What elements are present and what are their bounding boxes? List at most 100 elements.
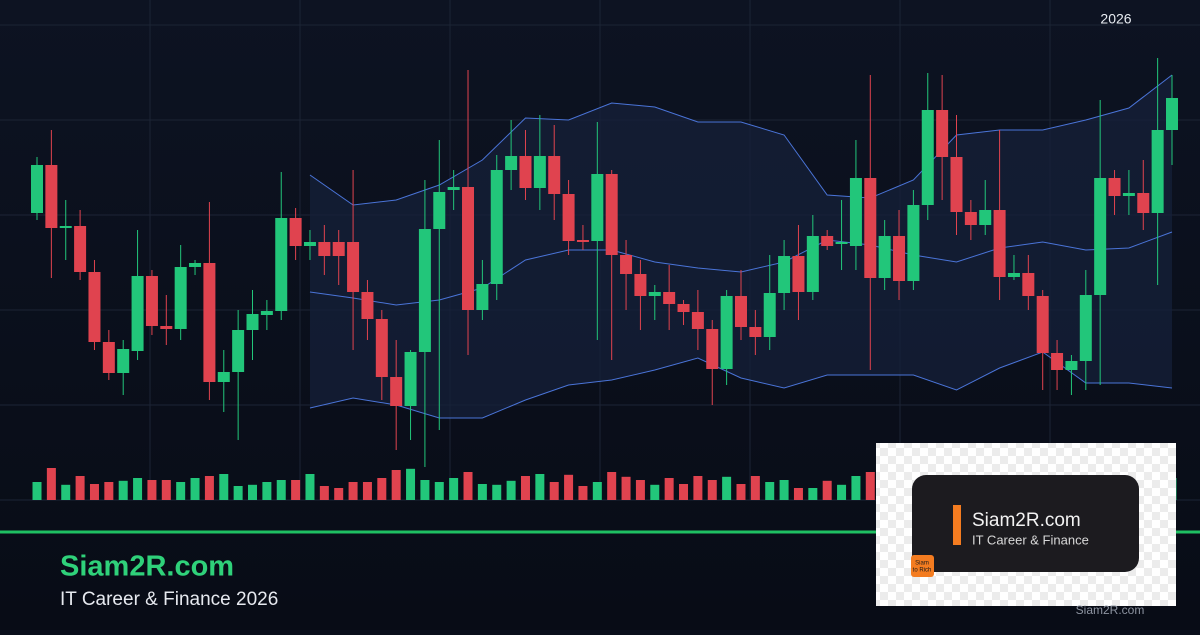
- volume-bar: [291, 480, 301, 500]
- volume-bar: [133, 478, 143, 500]
- volume-bar: [592, 482, 602, 500]
- candle-body: [260, 311, 273, 315]
- volume-bar: [822, 480, 832, 500]
- footer-site: Siam2R.com: [1076, 603, 1145, 617]
- candle-body: [117, 349, 130, 373]
- volume-bar: [319, 486, 329, 500]
- candle-body: [993, 210, 1006, 277]
- candle-body: [1036, 296, 1049, 353]
- candle-body: [835, 242, 848, 244]
- logo-card: Siam2R.com IT Career & Finance Siam to R…: [876, 443, 1176, 606]
- candle-body: [706, 329, 719, 369]
- volume-bar: [391, 470, 401, 500]
- logo-title: Siam2R.com: [972, 510, 1081, 531]
- band-lower: [309, 351, 1173, 419]
- candle-body: [720, 296, 733, 369]
- volume-bar: [233, 486, 243, 500]
- candle-body: [979, 210, 992, 225]
- candle-body: [433, 192, 446, 229]
- candle-body: [361, 292, 374, 319]
- candle-body: [763, 293, 776, 337]
- candle-body: [749, 327, 762, 337]
- candle-body: [404, 352, 417, 406]
- volume-bar: [161, 480, 171, 500]
- candle-body: [31, 165, 43, 213]
- volume-bar: [248, 484, 258, 500]
- candle-body: [1065, 361, 1078, 370]
- candle-body: [878, 236, 891, 278]
- volume-bar: [664, 478, 674, 500]
- candle-body: [1108, 178, 1121, 196]
- volume-bar: [75, 476, 85, 500]
- volume-bar: [61, 484, 71, 500]
- candle-body: [447, 187, 460, 190]
- candle-body: [950, 157, 963, 212]
- candle-body: [303, 242, 316, 246]
- candle-body: [792, 256, 805, 292]
- candle-body: [347, 242, 360, 292]
- volume-bar: [621, 476, 631, 500]
- candle-body: [390, 377, 403, 406]
- volume-bar: [564, 474, 574, 500]
- volume-bar: [147, 480, 157, 500]
- volume-bar: [765, 482, 775, 500]
- volume-bar: [520, 476, 530, 500]
- brand-title: Siam2R.com: [60, 551, 234, 583]
- volume-bar: [276, 480, 286, 500]
- candle-body: [1122, 193, 1135, 196]
- volume-bar: [578, 486, 588, 500]
- candle-body: [1051, 353, 1064, 370]
- logo-subtitle: IT Career & Finance: [972, 532, 1089, 547]
- volume-bar: [506, 480, 516, 500]
- volume-bar: [693, 476, 703, 500]
- volume-bar: [736, 484, 746, 500]
- volume-bar: [362, 482, 372, 500]
- volume-bar: [837, 484, 847, 500]
- volume-bar: [434, 482, 444, 500]
- candle-body: [160, 326, 173, 329]
- volume-bar: [449, 478, 459, 500]
- volume-bar: [377, 478, 387, 500]
- candle-body: [174, 267, 187, 329]
- candle-body: [505, 156, 518, 170]
- candle-body: [648, 292, 661, 296]
- candle-body: [1137, 193, 1150, 213]
- volume-bar: [851, 476, 861, 500]
- volume-bar: [650, 484, 660, 500]
- candle-body: [131, 276, 144, 351]
- candle-body: [275, 218, 288, 311]
- candle-body: [964, 212, 977, 225]
- volume-bar: [750, 476, 760, 500]
- candle-body: [45, 165, 58, 228]
- volume-bar: [779, 480, 789, 500]
- volume-bar: [607, 472, 617, 500]
- volume-bar: [305, 474, 315, 500]
- volume-bar: [635, 480, 645, 500]
- candle-body: [1151, 130, 1164, 213]
- volume-bar: [262, 482, 272, 500]
- candle-body: [375, 319, 388, 377]
- candle-body: [476, 284, 489, 310]
- volume-bar: [32, 482, 42, 500]
- volume-bar: [477, 484, 487, 500]
- candle-body: [217, 372, 230, 382]
- volume-bar: [219, 474, 229, 500]
- candle-body: [232, 330, 245, 372]
- volume-bar: [348, 482, 358, 500]
- candle-body: [921, 110, 934, 205]
- candle-body: [548, 156, 561, 194]
- volume-bar: [204, 476, 214, 500]
- candle-body: [634, 274, 647, 296]
- candle-body: [1094, 178, 1107, 295]
- candle-body: [591, 174, 604, 241]
- volume-bar: [89, 484, 99, 500]
- volume-bar: [104, 482, 114, 500]
- volume-bar: [176, 482, 186, 500]
- brand-subtitle: IT Career & Finance 2026: [60, 589, 278, 610]
- candle-body: [332, 242, 345, 256]
- logo-panel: [912, 475, 1139, 572]
- candle-body: [605, 174, 618, 255]
- candle-body: [102, 342, 115, 373]
